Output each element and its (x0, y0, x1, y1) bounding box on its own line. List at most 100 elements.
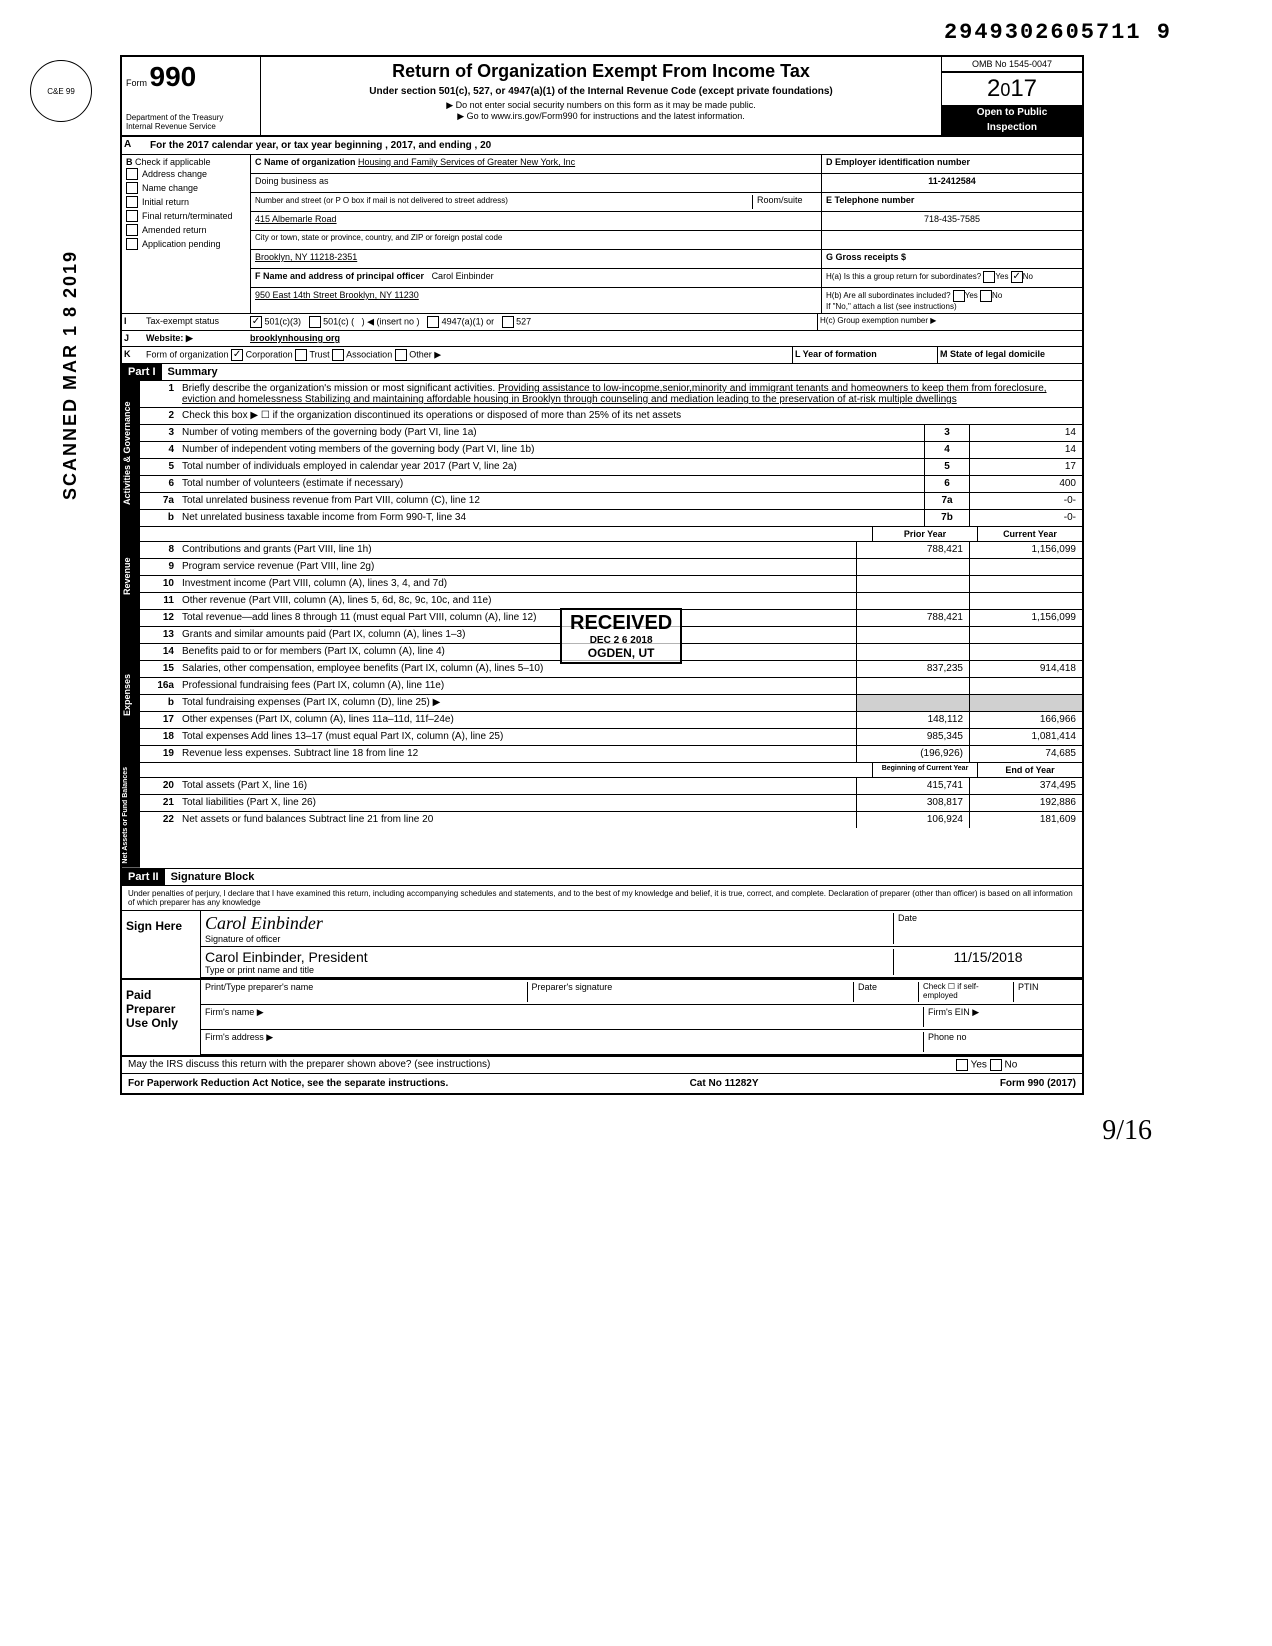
discuss-no[interactable] (990, 1059, 1002, 1071)
line3-text: Number of voting members of the governin… (178, 425, 924, 441)
discuss-row: May the IRS discuss this return with the… (122, 1057, 1082, 1074)
line5-col: 5 (924, 459, 969, 475)
row-a-text: For the 2017 calendar year, or tax year … (144, 137, 1082, 154)
cb-other[interactable] (395, 349, 407, 361)
cb-name-change[interactable]: Name change (126, 181, 246, 195)
paid-preparer-section: Paid Preparer Use Only Print/Type prepar… (122, 980, 1082, 1057)
line4-val: 14 (969, 442, 1082, 458)
row-j: J Website: ▶ brooklynhousing org (122, 331, 1082, 347)
line5-val: 17 (969, 459, 1082, 475)
phone-value: 718-435-7585 (822, 212, 1082, 231)
cb-assoc[interactable] (332, 349, 344, 361)
line21-prior: 308,817 (856, 795, 969, 811)
perjury-text: Under penalties of perjury, I declare th… (122, 886, 1082, 911)
cb-initial-return[interactable]: Initial return (126, 195, 246, 209)
governance-label: Activities & Governance (122, 381, 140, 526)
check-applicable: Check if applicable (135, 157, 211, 167)
line14-prior (856, 644, 969, 660)
line3-val: 14 (969, 425, 1082, 441)
cb-address-change[interactable]: Address change (126, 167, 246, 181)
governance-section: Activities & Governance 1 Briefly descri… (122, 381, 1082, 527)
cb-final-return[interactable]: Final return/terminated (126, 209, 246, 223)
line15-prior: 837,235 (856, 661, 969, 677)
line22-prior: 106,924 (856, 812, 969, 828)
e-label: E Telephone number (826, 195, 914, 205)
cb-527[interactable] (502, 316, 514, 328)
open-public-2: Inspection (942, 120, 1082, 135)
hc-label: H(c) Group exemption number ▶ (817, 314, 1082, 330)
omb-number: OMB No 1545-0047 (942, 57, 1082, 72)
line4-text: Number of independent voting members of … (178, 442, 924, 458)
cb-4947[interactable] (427, 316, 439, 328)
tax-exempt-label: Tax-exempt status (144, 314, 248, 330)
hb-label: H(b) Are all subordinates included? (826, 291, 951, 300)
ha-yes[interactable] (983, 271, 995, 283)
city-label: City or town, state or province, country… (251, 231, 821, 250)
cb-app-pending[interactable]: Application pending (126, 237, 246, 251)
current-year-header: Current Year (977, 527, 1082, 541)
line22-cur: 181,609 (969, 812, 1082, 828)
line19-prior: (196,926) (856, 746, 969, 762)
name-printed: Carol Einbinder, President (205, 949, 893, 965)
org-name: Housing and Family Services of Greater N… (358, 157, 575, 167)
section-bcdefg: B Check if applicable Address change Nam… (122, 155, 1082, 314)
part2-header-row: Part II Signature Block (122, 869, 1082, 886)
city-value: Brooklyn, NY 11218-2351 (251, 250, 821, 269)
addr-label: Number and street (or P O box if mail is… (255, 196, 508, 205)
form-subtitle: Under section 501(c), 527, or 4947(a)(1)… (265, 86, 937, 97)
cb-amended[interactable]: Amended return (126, 223, 246, 237)
line1-label: Briefly describe the organization's miss… (182, 383, 495, 394)
row-k: K Form of organization Corporation Trust… (122, 347, 1082, 364)
part2-header: Part II (122, 869, 165, 885)
line22-text: Net assets or fund balances Subtract lin… (178, 812, 856, 828)
line18-text: Total expenses Add lines 13–17 (must equ… (178, 729, 856, 745)
part1-title: Summary (162, 364, 224, 380)
preparer-name-label: Print/Type preparer's name (205, 982, 527, 1002)
self-employed-label: Check ☐ if self-employed (918, 982, 1013, 1002)
line7b-col: 7b (924, 510, 969, 526)
signature-image: Carol Einbinder (205, 913, 893, 934)
cb-501c3[interactable] (250, 316, 262, 328)
cb-trust[interactable] (295, 349, 307, 361)
form-label: Form (126, 78, 147, 88)
date-label: Date (898, 913, 1078, 923)
line8-prior: 788,421 (856, 542, 969, 558)
officer-address: 950 East 14th Street Brooklyn, NY 11230 (251, 288, 821, 306)
line11-cur (969, 593, 1082, 609)
line7b-text: Net unrelated business taxable income fr… (178, 510, 924, 526)
line10-prior (856, 576, 969, 592)
line16a-text: Professional fundraising fees (Part IX, … (178, 678, 856, 694)
part2-title: Signature Block (165, 869, 261, 885)
sign-date: 11/15/2018 (893, 949, 1078, 975)
c-label: C Name of organization (255, 157, 356, 167)
form-990-container: Form 990 Department of the Treasury Inte… (120, 55, 1084, 1095)
line12-prior: 788,421 (856, 610, 969, 626)
line7a-col: 7a (924, 493, 969, 509)
form-note1: ▶ Do not enter social security numbers o… (265, 100, 937, 111)
line16a-cur (969, 678, 1082, 694)
cb-corp[interactable] (231, 349, 243, 361)
hb-no[interactable] (980, 290, 992, 302)
line20-text: Total assets (Part X, line 16) (178, 778, 856, 794)
line2-text: Check this box ▶ ☐ if the organization d… (178, 408, 1082, 424)
ha-label: H(a) Is this a group return for subordin… (826, 272, 981, 281)
ha-no[interactable] (1011, 271, 1023, 283)
ein-value: 11-2412584 (822, 174, 1082, 193)
ptin-label: PTIN (1013, 982, 1078, 1002)
discuss-yes[interactable] (956, 1059, 968, 1071)
prior-year-header: Prior Year (872, 527, 977, 541)
footer-mid: Cat No 11282Y (690, 1078, 759, 1089)
tax-year: 2017 (942, 72, 1082, 105)
website-value: brooklynhousing org (248, 331, 1082, 346)
hb-yes[interactable] (953, 290, 965, 302)
line10-cur (969, 576, 1082, 592)
line21-cur: 192,886 (969, 795, 1082, 811)
line16b-text: Total fundraising expenses (Part IX, col… (178, 695, 856, 711)
line8-text: Contributions and grants (Part VIII, lin… (178, 542, 856, 558)
b-label: B (126, 157, 133, 167)
line9-cur (969, 559, 1082, 575)
cb-501c[interactable] (309, 316, 321, 328)
section-c: C Name of organization Housing and Famil… (251, 155, 822, 313)
preparer-date-label: Date (853, 982, 918, 1002)
line18-cur: 1,081,414 (969, 729, 1082, 745)
